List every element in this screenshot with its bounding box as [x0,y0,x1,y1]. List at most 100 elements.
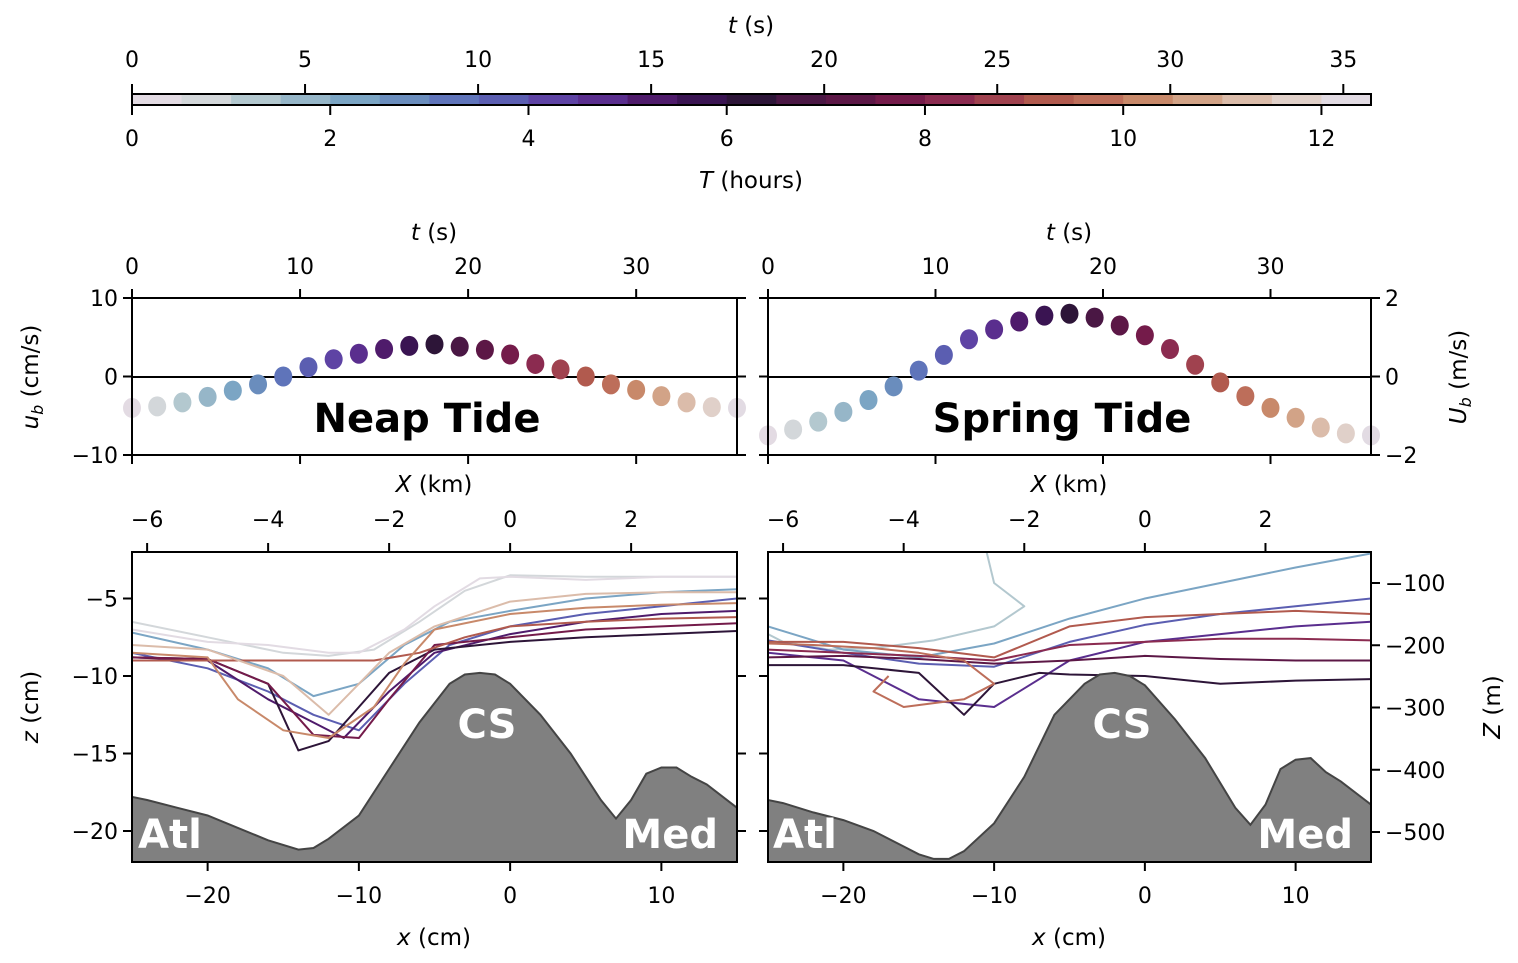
tick-label: −2 [373,508,405,533]
interface-line [768,654,1371,665]
tick-label: −6 [131,508,163,533]
tick-label: 8 [918,127,932,152]
colorbar-segment [578,94,629,105]
tick-label: −10 [336,884,382,909]
data-point [475,339,494,360]
interface-line [768,637,1371,662]
interface-line [132,575,737,654]
interface-line [132,574,737,657]
tick-label: −20 [184,884,230,909]
data-point [375,339,394,360]
colorbar-segment [1073,94,1124,105]
data-point [1286,407,1305,428]
colorbar-segment [181,94,232,105]
data-point [349,343,368,364]
colorbar-segment [132,94,183,105]
data-point [198,386,217,407]
tick-label: 0 [761,255,775,280]
data-point [450,336,469,357]
spring-tide-title: Spring Tide [933,396,1192,442]
tick-label: −100 [1385,572,1445,597]
tick-label: 10 [922,255,950,280]
data-point [677,392,696,413]
colorbar-segment [875,94,926,105]
tick-label: 0 [104,366,118,391]
tick-label: −2 [1008,508,1040,533]
tick-label: 10 [90,287,118,312]
tick-label: 10 [647,884,675,909]
tick-label: 12 [1307,127,1335,152]
med-label: Med [622,812,718,858]
data-point [985,319,1004,340]
tick-label: −5 [86,588,118,613]
data-point [249,374,268,395]
tick-label: 2 [624,508,638,533]
tick-label: 30 [1156,48,1184,73]
data-point [702,397,721,418]
interface-line [132,622,737,739]
data-point [601,374,620,395]
colorbar-segment [379,94,430,105]
data-point [884,376,903,397]
colorbar-segment [627,94,678,105]
data-point [1035,305,1054,326]
colorbar-segment [528,94,579,105]
colorbar-segment [825,94,876,105]
interface-line [132,602,737,739]
tick-label: 6 [720,127,734,152]
colorbar-segment [231,94,282,105]
colorbar-segment [924,94,976,105]
interface-line [768,552,1371,659]
tick-label: −6 [767,508,799,533]
colorbar-segment [974,94,1025,105]
tick-label: 30 [1257,255,1285,280]
colorbar-segment [429,94,480,105]
tick-label: −10 [72,444,118,469]
tick-label: 30 [622,255,650,280]
tick-label: −10 [72,665,118,690]
neap-dots [123,334,746,418]
atl-label: Atl [138,812,202,858]
top-axis-label: t (s) [1046,220,1092,246]
tick-label: −20 [72,820,118,845]
tick-label: 5 [298,48,312,73]
colorbar-top-ticks: 0 5 10 15 20 25 30 35 [125,48,1357,94]
interface-line [768,609,1371,659]
tick-label: −20 [820,884,866,909]
interface-line [768,664,1371,716]
colorbar-segment [1024,94,1075,105]
tick-label: 0 [125,255,139,280]
colorbar: 0 5 10 15 20 25 30 35 0 2 4 6 8 10 12 t (s) T (hours) [125,13,1372,194]
data-point [324,349,343,370]
cs-label: CS [458,702,517,748]
tick-label: −15 [72,743,118,768]
data-point [551,359,570,380]
tick-label: −500 [1385,821,1445,846]
interface-line [132,609,737,739]
tick-label: −4 [252,508,284,533]
cs-label: CS [1093,702,1152,748]
data-point [960,329,978,350]
colorbar-segment [677,94,728,105]
right-y-axis-label: Ub (m/s) [1446,330,1475,424]
tick-label: 10 [286,255,314,280]
tick-label: 2 [1258,508,1272,533]
neap-tide-panel: Neap Tide 0 10 20 30 10 0 −10 t (s) X (km) ub … [18,220,746,498]
data-point [1010,311,1029,332]
tick-label: 0 [125,127,139,152]
tick-label: 10 [464,48,492,73]
tick-label: 0 [125,48,139,73]
x-axis-label: x (cm) [1031,925,1106,951]
data-point [809,411,828,432]
data-point [400,335,419,356]
data-point [652,386,671,407]
tick-label: 25 [983,48,1011,73]
tick-label: 35 [1329,48,1357,73]
tick-label: −10 [971,884,1017,909]
tick-label: 0 [503,508,517,533]
colorbar-segment [726,94,777,105]
data-point [1186,354,1205,375]
bottom-axis-label: X (km) [395,472,473,498]
